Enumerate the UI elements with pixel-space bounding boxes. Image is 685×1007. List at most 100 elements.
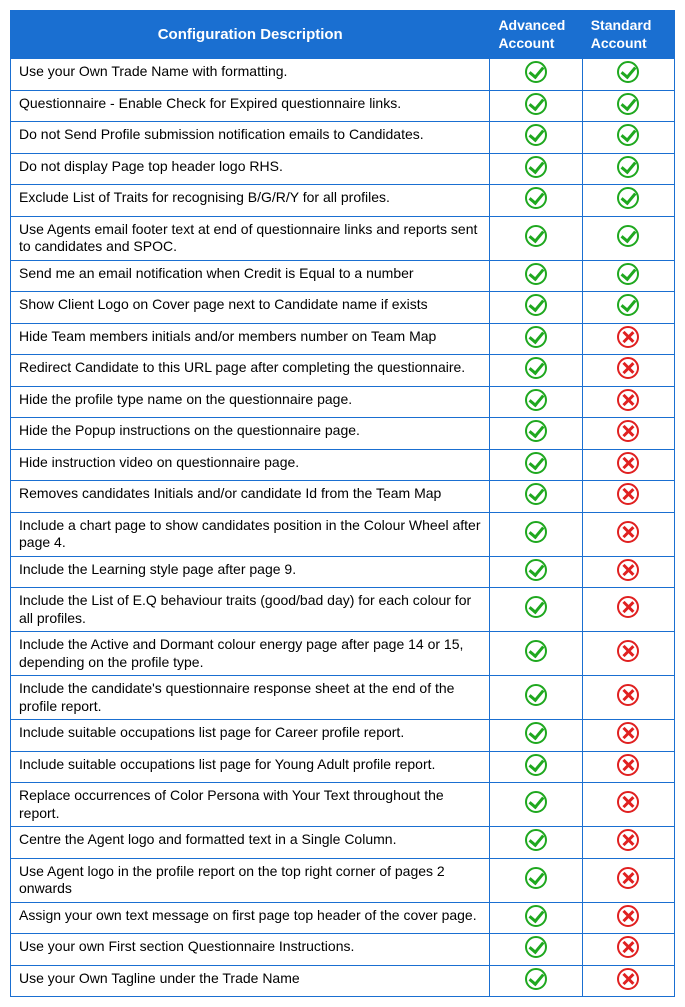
cell-standard	[582, 481, 674, 513]
table-row: Hide the profile type name on the questi…	[11, 386, 675, 418]
table-row: Include the Learning style page after pa…	[11, 556, 675, 588]
check-icon	[525, 791, 547, 813]
table-row: Include the candidate's questionnaire re…	[11, 676, 675, 720]
x-icon	[617, 640, 639, 662]
x-icon	[617, 968, 639, 990]
table-row: Include suitable occupations list page f…	[11, 720, 675, 752]
x-icon	[617, 326, 639, 348]
check-icon	[617, 225, 639, 247]
cell-standard	[582, 934, 674, 966]
table-row: Use your Own Tagline under the Trade Nam…	[11, 965, 675, 997]
x-icon	[617, 936, 639, 958]
table-row: Include the List of E.Q behaviour traits…	[11, 588, 675, 632]
table-row: Removes candidates Initials and/or candi…	[11, 481, 675, 513]
table-row: Include a chart page to show candidates …	[11, 512, 675, 556]
cell-description: Include suitable occupations list page f…	[11, 720, 490, 752]
table-row: Include suitable occupations list page f…	[11, 751, 675, 783]
cell-standard	[582, 902, 674, 934]
header-standard: Standard Account	[582, 11, 674, 59]
cell-standard	[582, 153, 674, 185]
cell-description: Removes candidates Initials and/or candi…	[11, 481, 490, 513]
cell-description: Centre the Agent logo and formatted text…	[11, 827, 490, 859]
cell-standard	[582, 751, 674, 783]
x-icon	[617, 357, 639, 379]
check-icon	[617, 124, 639, 146]
table-row: Use Agents email footer text at end of q…	[11, 216, 675, 260]
cell-standard	[582, 676, 674, 720]
cell-description: Hide the Popup instructions on the quest…	[11, 418, 490, 450]
cell-standard	[582, 720, 674, 752]
table-row: Hide Team members initials and/or member…	[11, 323, 675, 355]
check-icon	[525, 263, 547, 285]
cell-description: Redirect Candidate to this URL page afte…	[11, 355, 490, 387]
check-icon	[525, 93, 547, 115]
check-icon	[525, 829, 547, 851]
check-icon	[525, 483, 547, 505]
x-icon	[617, 559, 639, 581]
cell-description: Hide Team members initials and/or member…	[11, 323, 490, 355]
check-icon	[525, 357, 547, 379]
cell-standard	[582, 122, 674, 154]
cell-description: Include the candidate's questionnaire re…	[11, 676, 490, 720]
cell-description: Use Agents email footer text at end of q…	[11, 216, 490, 260]
table-row: Questionnaire - Enable Check for Expired…	[11, 90, 675, 122]
check-icon	[525, 596, 547, 618]
cell-description: Include the Active and Dormant colour en…	[11, 632, 490, 676]
x-icon	[617, 791, 639, 813]
table-row: Hide instruction video on questionnaire …	[11, 449, 675, 481]
cell-standard	[582, 827, 674, 859]
header-description: Configuration Description	[11, 11, 490, 59]
cell-description: Questionnaire - Enable Check for Expired…	[11, 90, 490, 122]
cell-standard	[582, 858, 674, 902]
cell-description: Show Client Logo on Cover page next to C…	[11, 292, 490, 324]
check-icon	[525, 225, 547, 247]
check-icon	[617, 156, 639, 178]
cell-standard	[582, 418, 674, 450]
cell-description: Include suitable occupations list page f…	[11, 751, 490, 783]
check-icon	[617, 93, 639, 115]
cell-advanced	[490, 386, 582, 418]
check-icon	[525, 326, 547, 348]
table-row: Replace occurrences of Color Persona wit…	[11, 783, 675, 827]
x-icon	[617, 521, 639, 543]
check-icon	[525, 722, 547, 744]
cell-description: Use your own First section Questionnaire…	[11, 934, 490, 966]
cell-advanced	[490, 965, 582, 997]
x-icon	[617, 829, 639, 851]
cell-advanced	[490, 59, 582, 91]
x-icon	[617, 905, 639, 927]
cell-advanced	[490, 185, 582, 217]
cell-standard	[582, 556, 674, 588]
cell-advanced	[490, 783, 582, 827]
cell-advanced	[490, 323, 582, 355]
cell-advanced	[490, 720, 582, 752]
cell-description: Include the Learning style page after pa…	[11, 556, 490, 588]
table-row: Exclude List of Traits for recognising B…	[11, 185, 675, 217]
cell-advanced	[490, 216, 582, 260]
cell-description: Include a chart page to show candidates …	[11, 512, 490, 556]
cell-advanced	[490, 292, 582, 324]
x-icon	[617, 754, 639, 776]
cell-description: Assign your own text message on first pa…	[11, 902, 490, 934]
check-icon	[617, 263, 639, 285]
cell-advanced	[490, 902, 582, 934]
table-row: Use your own First section Questionnaire…	[11, 934, 675, 966]
cell-standard	[582, 323, 674, 355]
cell-standard	[582, 588, 674, 632]
table-row: Centre the Agent logo and formatted text…	[11, 827, 675, 859]
check-icon	[525, 124, 547, 146]
cell-advanced	[490, 632, 582, 676]
cell-advanced	[490, 934, 582, 966]
cell-standard	[582, 355, 674, 387]
cell-advanced	[490, 355, 582, 387]
table-row: Show Client Logo on Cover page next to C…	[11, 292, 675, 324]
cell-advanced	[490, 512, 582, 556]
cell-description: Do not display Page top header logo RHS.	[11, 153, 490, 185]
cell-advanced	[490, 418, 582, 450]
check-icon	[525, 684, 547, 706]
cell-standard	[582, 292, 674, 324]
check-icon	[617, 187, 639, 209]
cell-description: Use your Own Tagline under the Trade Nam…	[11, 965, 490, 997]
table-row: Use Agent logo in the profile report on …	[11, 858, 675, 902]
check-icon	[525, 61, 547, 83]
